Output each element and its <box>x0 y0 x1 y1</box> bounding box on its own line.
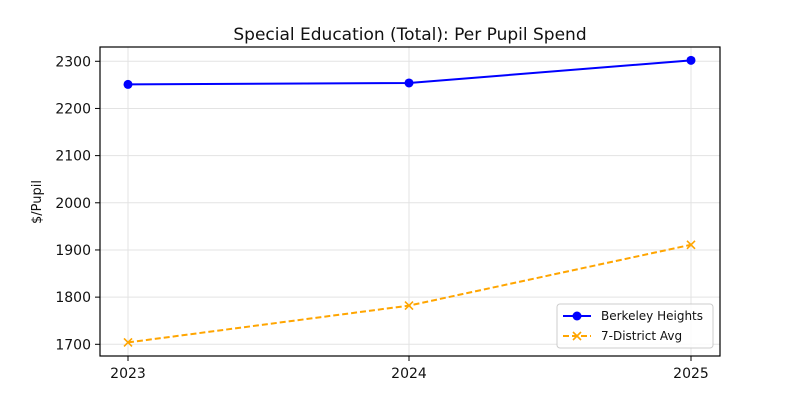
x-tick-label: 2023 <box>110 366 146 382</box>
legend-item-berkeley-heights: Berkeley Heights <box>563 309 703 323</box>
y-tick-label: 2100 <box>55 149 91 165</box>
circle-marker-icon <box>572 311 582 321</box>
y-axis: 1700 1800 1900 2000 2100 2200 2300 <box>55 54 100 353</box>
circle-marker-icon <box>686 55 696 65</box>
data-series <box>123 55 696 347</box>
legend-box <box>556 303 714 349</box>
y-tick-label: 1700 <box>55 337 91 353</box>
x-marker-icon <box>686 240 696 250</box>
chart-title: Special Education (Total): Per Pupil Spe… <box>233 25 586 45</box>
y-tick-label: 2300 <box>55 54 91 70</box>
series-7-district-avg <box>123 240 696 347</box>
legend: Berkeley Heights 7-District Avg <box>556 303 714 349</box>
circle-marker-icon <box>123 79 133 89</box>
x-marker-icon <box>572 331 582 341</box>
plot-area-frame <box>99 46 721 357</box>
legend-label: Berkeley Heights <box>601 309 703 323</box>
circle-marker-icon <box>404 78 414 88</box>
series-berkeley-heights <box>123 55 696 89</box>
x-axis: 2023 2024 2025 <box>110 356 709 382</box>
y-axis-label: $/Pupil <box>30 180 45 224</box>
x-tick-label: 2024 <box>391 366 427 382</box>
y-tick-label: 2200 <box>55 101 91 117</box>
x-marker-icon <box>404 301 414 311</box>
x-marker-icon <box>123 337 133 347</box>
legend-item-7-district-avg: 7-District Avg <box>563 329 682 343</box>
x-tick-label: 2025 <box>673 366 709 382</box>
y-tick-label: 2000 <box>55 196 91 212</box>
y-tick-label: 1800 <box>55 290 91 306</box>
y-tick-label: 1900 <box>55 243 91 259</box>
legend-label: 7-District Avg <box>601 329 682 343</box>
